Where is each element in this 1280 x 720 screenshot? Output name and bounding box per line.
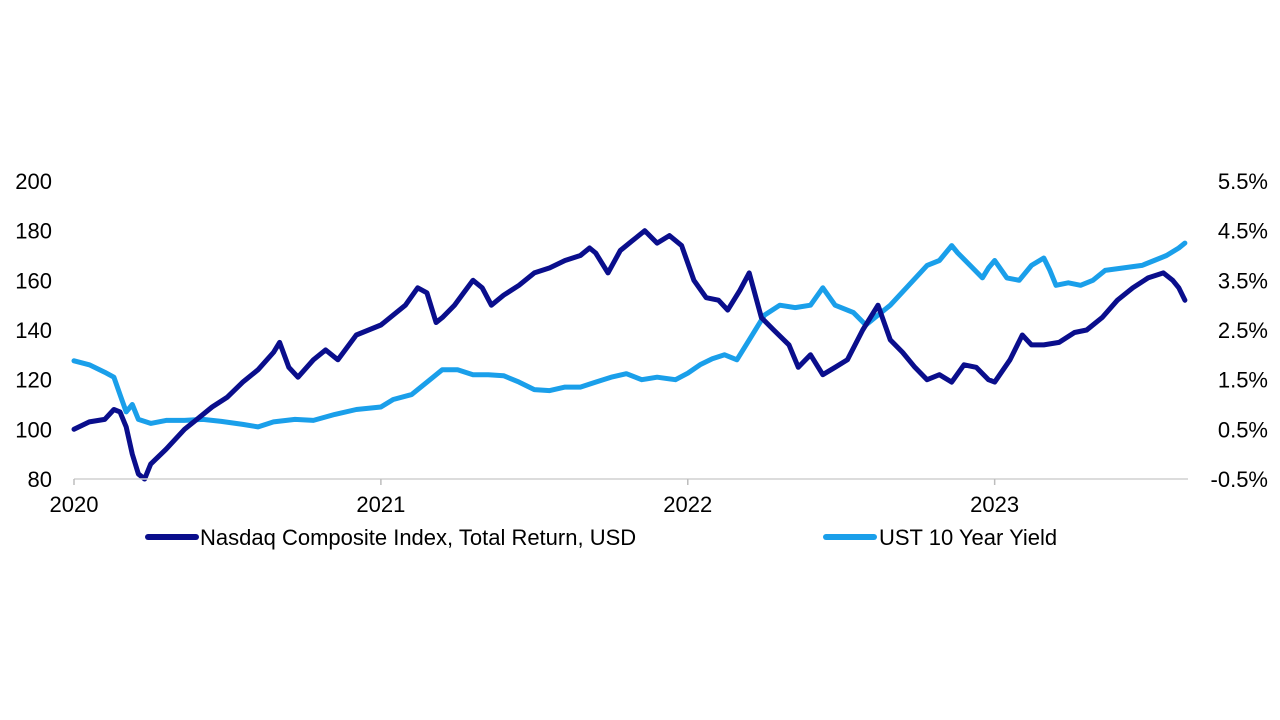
left-y-tick-label: 140 (15, 318, 52, 343)
left-y-tick-label: 80 (28, 467, 52, 492)
series-line-nasdaq (71, 228, 1188, 482)
x-tick-label: 2020 (50, 492, 99, 517)
right-y-tick-label: 4.5% (1218, 219, 1268, 244)
right-y-tick-label: 1.5% (1218, 368, 1268, 393)
x-tick-label: 2021 (356, 492, 405, 517)
right-y-axis-ticks: -0.5% 0.5% 1.5% 2.5% 3.5% 4.5% 5.5% (1211, 169, 1268, 492)
x-axis-ticks: 2020 2021 2022 2023 (50, 479, 1019, 517)
right-y-tick-label: -0.5% (1211, 467, 1268, 492)
left-y-tick-label: 160 (15, 268, 52, 293)
right-y-tick-label: 3.5% (1218, 268, 1268, 293)
series-layer (71, 228, 1188, 482)
x-tick-label: 2023 (970, 492, 1019, 517)
legend-label-ust: UST 10 Year Yield (879, 525, 1057, 550)
left-y-tick-label: 200 (15, 169, 52, 194)
left-y-axis-ticks: 80 100 120 140 160 180 200 (15, 169, 52, 492)
legend: Nasdaq Composite Index, Total Return, US… (145, 525, 1057, 550)
right-y-tick-label: 5.5% (1218, 169, 1268, 194)
left-y-tick-label: 180 (15, 219, 52, 244)
right-y-tick-label: 0.5% (1218, 417, 1268, 442)
x-tick-label: 2022 (663, 492, 712, 517)
left-y-tick-label: 100 (15, 417, 52, 442)
series-line-ust-10y (71, 240, 1188, 430)
legend-label-nasdaq: Nasdaq Composite Index, Total Return, US… (200, 525, 636, 550)
left-y-tick-label: 120 (15, 368, 52, 393)
right-y-tick-label: 2.5% (1218, 318, 1268, 343)
